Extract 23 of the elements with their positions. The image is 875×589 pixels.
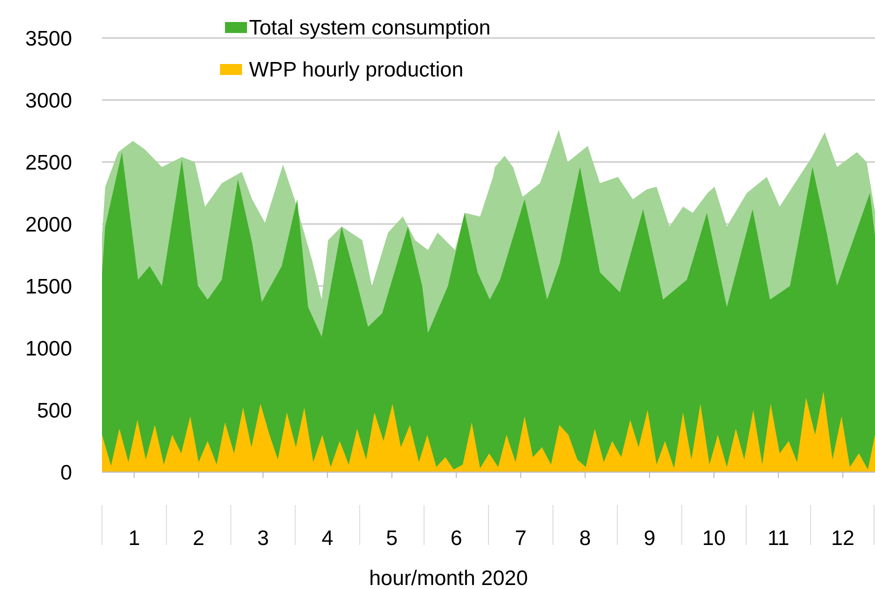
x-axis-title: hour/month 2020 [369,567,528,589]
y-tick-label: 1500 [25,275,72,298]
x-tick-label: 3 [257,527,269,550]
x-tick-label: 2 [192,527,204,550]
y-tick-label: 0 [60,461,72,484]
x-tick-label: 4 [322,527,334,550]
x-tick-label: 5 [386,527,398,550]
x-tick-label: 10 [702,527,726,550]
y-tick-label: 3500 [25,27,72,50]
x-tick-label: 1 [128,527,140,550]
x-tick-label: 12 [831,527,854,550]
x-tick-label: 6 [450,527,462,550]
y-tick-label: 1000 [25,337,72,360]
y-tick-label: 3000 [25,89,72,112]
legend-label: WPP hourly production [249,58,464,82]
x-tick-label: 11 [767,527,790,550]
y-tick-label: 2000 [25,213,72,236]
x-tick-label: 7 [514,527,527,550]
legend-label: Total system consumption [249,16,491,40]
x-tick-label: 8 [579,527,591,550]
y-tick-label: 500 [36,399,72,422]
y-tick-label: 2500 [25,151,72,174]
x-tick-label: 9 [644,527,656,550]
